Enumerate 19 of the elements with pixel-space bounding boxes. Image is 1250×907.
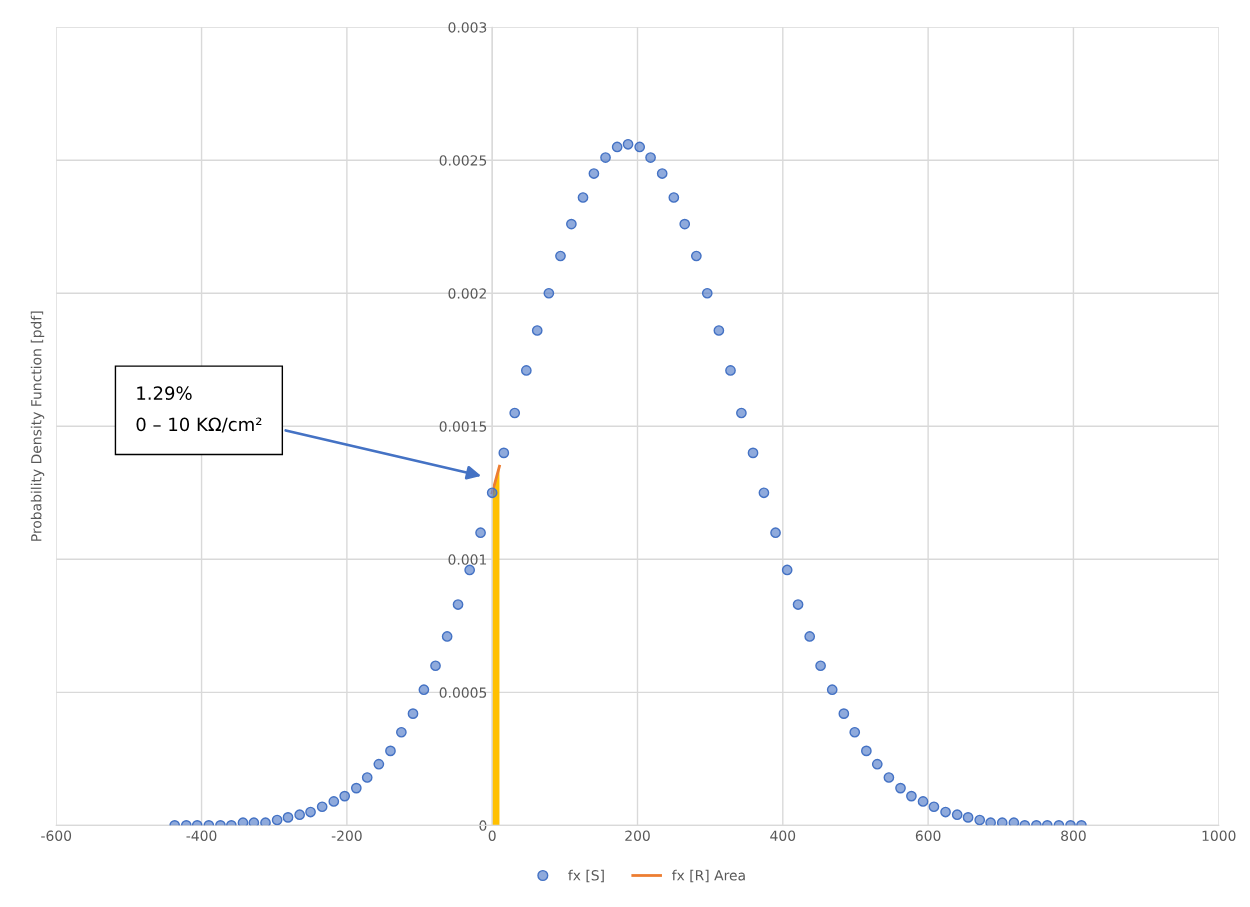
y-tick-label: 0.001 [448,554,487,565]
y-axis-title: Probability Density Function [pdf] [30,311,45,541]
y-tick-label: 0.003 [448,22,487,33]
x-tick-label: -600 [41,830,72,841]
x-tick-label: 800 [1061,830,1086,841]
y-tick-label: 0.002 [448,288,486,299]
legend-label: fx [R] Area [672,869,745,883]
x-tick-label: 600 [915,830,941,841]
legend-label: fx [S] [568,869,604,883]
x-tick-label: 400 [770,830,796,841]
x-tick-label: 200 [625,830,650,841]
x-tick-label: 0 [488,830,496,841]
y-tick-label: 0.0005 [439,687,487,698]
y-tick-label: 0.0025 [439,155,487,166]
x-tick-label: -200 [331,830,362,841]
annotation: 1.29% 0 – 10 KΩ/cm² [136,386,262,433]
x-tick-label: 1000 [1202,830,1236,841]
x-tick-label: -400 [186,830,217,841]
y-tick-label: 0.0015 [439,421,487,432]
